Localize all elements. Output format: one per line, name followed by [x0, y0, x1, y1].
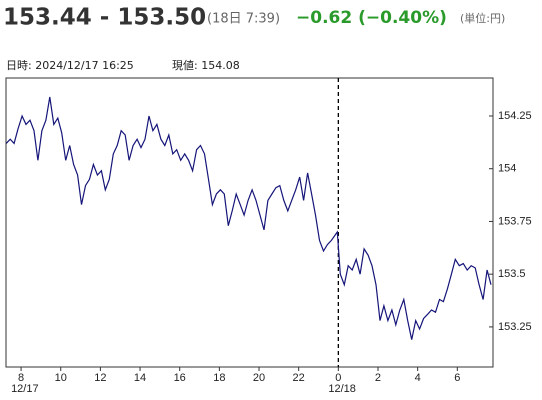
x-tick-label: 10 — [55, 372, 67, 384]
time: (18日 7:39) — [207, 12, 280, 27]
x-tick-label: 8 — [18, 372, 24, 384]
date-label: 12/18 — [328, 383, 356, 395]
x-tick-label: 0 — [335, 372, 341, 384]
x-tick-label: 22 — [293, 372, 305, 384]
x-tick-label: 20 — [253, 372, 265, 384]
y-tick-label: 154.25 — [498, 110, 532, 122]
y-tick-label: 153.5 — [498, 268, 526, 280]
y-tick-label: 154 — [498, 163, 516, 175]
x-tick-label: 12 — [94, 372, 106, 384]
x-tick-label: 2 — [375, 372, 381, 384]
x-tick-label: 14 — [134, 372, 146, 384]
x-tick-label: 6 — [454, 372, 460, 384]
change: −0.62 (−0.40%) — [296, 8, 447, 28]
info-current: 現値: 154.08 — [172, 59, 240, 72]
unit: (単位:円) — [460, 11, 505, 25]
x-tick-label: 16 — [174, 372, 186, 384]
y-tick-label: 153.25 — [498, 321, 532, 333]
date-label: 12/17 — [11, 383, 39, 395]
x-tick-label: 18 — [213, 372, 225, 384]
x-tick-label: 4 — [415, 372, 421, 384]
info-datetime: 日時: 2024/12/17 16:25 — [6, 59, 134, 72]
y-tick-label: 153.75 — [498, 215, 532, 227]
price: 153.44 - 153.50 — [3, 5, 206, 31]
price-line — [5, 96, 492, 340]
plot-area — [5, 77, 494, 368]
